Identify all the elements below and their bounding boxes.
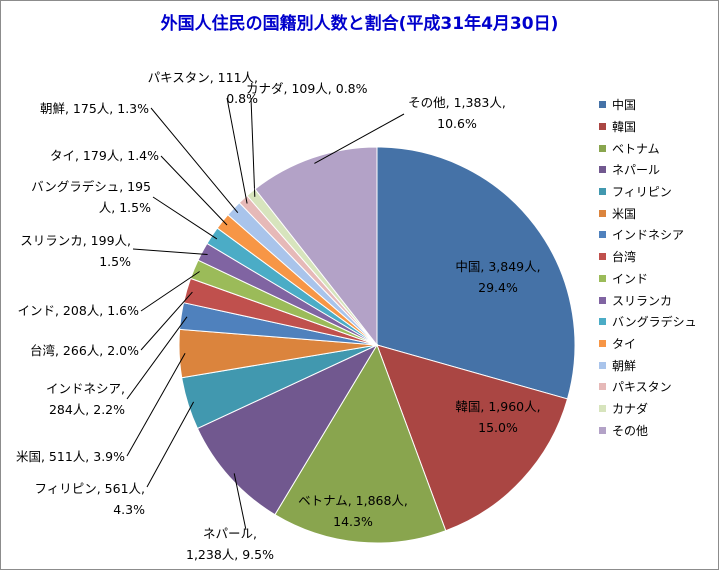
legend-swatch [599,123,606,131]
pie-slice-0 [376,146,576,400]
data-label-5: 米国, 511人, 3.9% [16,449,125,464]
leader-line-15 [314,113,405,164]
chart-legend: 中国韓国ベトナムネパールフィリピン米国インドネシア 台湾インドスリランカバングラデ… [599,94,697,441]
legend-label: ネパール [612,163,661,178]
legend-item-0: 中国 [599,94,697,116]
leader-line-8 [140,271,200,312]
legend-label: フィリピン [612,185,672,200]
legend-label: パキスタン [612,380,672,395]
legend-swatch [599,188,606,196]
legend-swatch [599,339,606,347]
legend-label: 台湾 [612,250,637,265]
legend-label: 米国 [612,206,637,221]
leader-line-14 [250,97,256,197]
legend-item-3: ネパール [599,159,697,181]
legend-swatch [599,296,606,304]
legend-label: 韓国 [612,120,637,135]
data-label-13: パキスタン, 111人, 0.8% [148,70,259,106]
leader-line-4 [146,401,195,488]
legend-item-15: その他 [599,419,697,441]
chart-title: 外国人住民の国籍別人数と割合(平成31年4月30日) [160,14,559,34]
leader-line-6 [126,316,188,400]
legend-item-7: 台湾 [599,246,697,268]
leader-line-9 [132,248,208,255]
legend-swatch [599,361,606,369]
legend-label: バングラデシュ [612,315,697,330]
legend-label: 朝鮮 [612,358,637,373]
legend-swatch [599,144,606,152]
legend-swatch [599,253,606,261]
legend-label: ベトナム [612,141,660,156]
legend-swatch [599,101,606,109]
legend-label: スリランカ [612,293,673,308]
pie-slice-1 [376,344,569,532]
data-label-1: 韓国, 1,960人, 15.0% [455,399,540,435]
legend-swatch [599,209,606,217]
data-label-10: バングラデシュ, 195 人, 1.5% [31,179,151,215]
legend-item-4: フィリピン [599,181,697,203]
data-label-15: その他, 1,383人, 10.6% [408,95,506,131]
leader-line-12 [150,107,239,214]
leader-line-11 [160,155,228,226]
legend-label: その他 [612,423,649,438]
legend-swatch [599,318,606,326]
legend-item-12: 朝鮮 [599,354,697,376]
data-label-7: 台湾, 266人, 2.0% [30,343,139,358]
data-label-8: インド, 208人, 1.6% [17,303,139,318]
data-label-2: ベトナム, 1,868人, 14.3% [298,493,408,529]
data-label-6: インドネシア, 284人, 2.2% [46,381,125,417]
legend-label: インドネシア [612,228,685,243]
legend-item-2: ベトナム [599,137,697,159]
data-label-3: ネパール, 1,238人, 9.5% [186,526,274,562]
pie-slice-3 [196,343,379,516]
legend-item-10: バングラデシュ [599,311,697,333]
legend-item-14: カナダ [599,398,697,420]
leader-line-10 [152,196,218,240]
legend-label: カナダ [612,401,649,416]
leader-line-13 [226,97,248,204]
legend-swatch [599,231,606,239]
data-label-4: フィリピン, 561人, 4.3% [34,481,145,517]
legend-item-8: インド [599,268,697,290]
legend-item-5: 米国 [599,202,697,224]
data-label-14: カナダ, 109人, 0.8% [246,81,368,96]
legend-label: インド [612,271,649,286]
legend-swatch [599,166,606,174]
legend-item-9: スリランカ [599,289,697,311]
legend-swatch [599,404,606,412]
data-label-11: タイ, 179人, 1.4% [50,148,159,163]
legend-label: タイ [612,336,637,351]
pie-slice-2 [274,343,447,544]
pie-slice-15 [254,146,378,347]
data-label-12: 朝鮮, 175人, 1.3% [40,101,149,116]
leader-line-7 [140,291,193,351]
legend-swatch [599,274,606,282]
legend-item-11: タイ [599,333,697,355]
legend-item-1: 韓国 [599,116,697,138]
legend-swatch [599,383,606,391]
data-label-0: 中国, 3,849人, 29.4% [455,259,540,295]
legend-label: 中国 [612,98,637,113]
legend-swatch [599,426,606,434]
legend-item-13: パキスタン [599,376,697,398]
data-label-9: スリランカ, 199人, 1.5% [20,233,131,269]
leader-line-5 [126,353,186,457]
legend-item-6: インドネシア [599,224,697,246]
leader-line-3 [233,473,247,531]
